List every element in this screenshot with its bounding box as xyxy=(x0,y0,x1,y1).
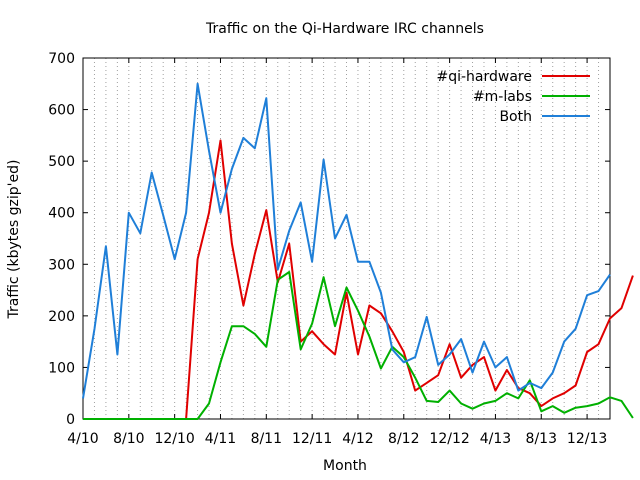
series-line-m-labs xyxy=(83,271,634,420)
x-axis-label: Month xyxy=(323,458,367,474)
x-tick-label: 12/12 xyxy=(429,431,469,447)
x-tick-label: 4/10 xyxy=(67,431,98,447)
y-axis-label: Traffic (kbytes gzip'ed) xyxy=(6,160,22,320)
y-tick-label: 100 xyxy=(48,360,75,376)
x-tick-label: 8/13 xyxy=(526,431,557,447)
x-tick-label: 4/11 xyxy=(205,431,236,447)
plot-frame xyxy=(82,57,611,420)
x-tick-label: 8/10 xyxy=(113,431,144,447)
chart-title: Traffic on the Qi-Hardware IRC channels xyxy=(205,21,484,37)
legend-label: Both xyxy=(499,109,532,125)
x-tick-label: 8/12 xyxy=(388,431,419,447)
data-series xyxy=(82,82,634,420)
x-tick-label: 12/13 xyxy=(567,431,607,447)
legend: #qi-hardware #m-labs Both xyxy=(437,69,590,125)
y-tick-label: 500 xyxy=(48,154,75,170)
y-tick-label: 0 xyxy=(66,412,75,428)
x-tick-label: 4/13 xyxy=(480,431,511,447)
x-tick-label: 12/10 xyxy=(154,431,194,447)
y-tick-label: 200 xyxy=(48,309,75,325)
x-tick-label: 8/11 xyxy=(251,431,282,447)
series-line-both xyxy=(82,82,611,399)
y-axis: 0 100 200 300 400 500 600 700 xyxy=(48,51,610,428)
x-tick-label: 4/12 xyxy=(342,431,373,447)
y-tick-label: 700 xyxy=(48,51,75,67)
legend-label: #m-labs xyxy=(473,89,532,105)
legend-label: #qi-hardware xyxy=(437,69,533,85)
x-axis: 4/10 8/10 12/10 4/11 8/11 12/11 4/12 8/12 12/12 4… xyxy=(67,58,607,447)
y-tick-label: 400 xyxy=(48,206,75,222)
y-tick-label: 300 xyxy=(48,257,75,273)
y-tick-label: 600 xyxy=(48,103,75,119)
x-tick-label: 12/11 xyxy=(292,431,332,447)
